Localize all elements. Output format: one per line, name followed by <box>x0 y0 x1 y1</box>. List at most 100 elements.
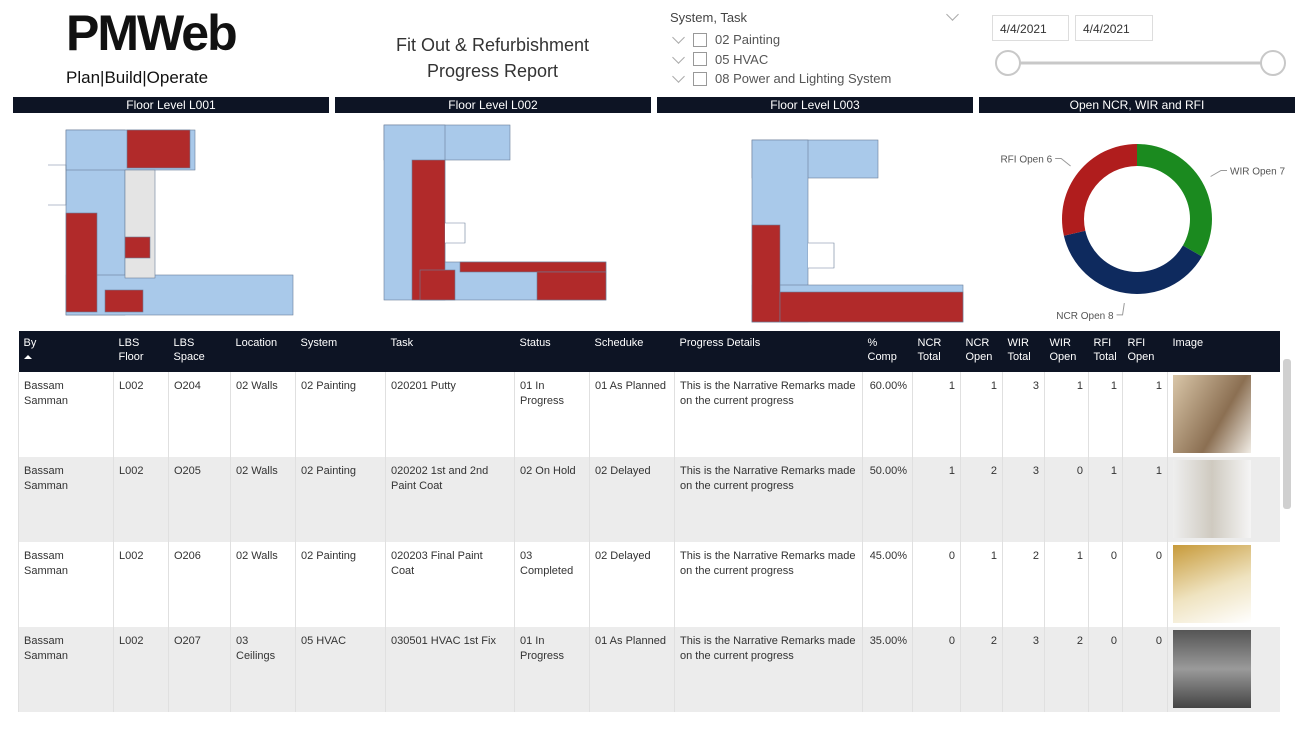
slicer-item[interactable]: 05 HVAC <box>670 50 965 70</box>
column-header[interactable]: Task <box>385 331 515 372</box>
column-header[interactable]: Scheduke <box>589 331 675 372</box>
table-cell: 1 <box>912 372 961 457</box>
column-header[interactable]: Progress Details <box>674 331 863 372</box>
slicer-item[interactable]: 02 Painting <box>670 30 965 50</box>
table-cell: 3 <box>1002 627 1045 712</box>
floor-plan <box>48 129 294 316</box>
column-header[interactable]: RFI Open <box>1122 331 1168 372</box>
checkbox[interactable] <box>693 52 707 67</box>
slider-handle[interactable] <box>1260 50 1286 76</box>
table-cell: 35.00% <box>862 627 913 712</box>
donut-segment <box>1062 144 1137 236</box>
start-date[interactable]: 4/4/2021 <box>992 15 1069 41</box>
column-header[interactable]: By <box>18 331 114 372</box>
table-cell: 2 <box>960 627 1003 712</box>
table-cell: O205 <box>168 457 231 542</box>
table-cell: 1 <box>960 372 1003 457</box>
table-cell: Bassam Samman <box>18 457 114 542</box>
panel-title: Open NCR, WIR and RFI <box>979 97 1295 113</box>
dropdown-chevron[interactable] <box>946 8 959 21</box>
table-cell: 02 Delayed <box>589 542 675 627</box>
column-header[interactable]: NCR Total <box>912 331 961 372</box>
slicer-item-label: 08 Power and Lighting System <box>715 71 892 87</box>
column-header[interactable]: Location <box>230 331 296 372</box>
table-cell: 020203 Final Paint Coat <box>385 542 515 627</box>
logo-name: PMWeb <box>66 5 238 61</box>
table-cell: 3 <box>1002 372 1045 457</box>
table-cell: 1 <box>1122 457 1168 542</box>
table-cell: 1 <box>1088 457 1123 542</box>
date-slider[interactable] <box>990 48 1290 80</box>
column-header[interactable]: % Comp <box>862 331 913 372</box>
floor-plan <box>383 124 607 301</box>
table-cell: 2 <box>960 457 1003 542</box>
panel-title: Floor Level L001 <box>13 97 329 113</box>
slicer-item[interactable]: 08 Power and Lighting System <box>670 69 965 89</box>
expand-chevron <box>672 70 685 84</box>
table-cell: 01 In Progress <box>514 372 590 457</box>
table-cell: This is the Narrative Remarks made on th… <box>674 627 863 712</box>
column-header[interactable]: LBS Space <box>168 331 231 372</box>
slicer-header[interactable]: System, Task <box>670 8 965 30</box>
floor-plan <box>751 139 964 323</box>
column-header[interactable]: Status <box>514 331 590 372</box>
table-cell: 1 <box>1044 542 1089 627</box>
table-cell: 1 <box>960 542 1003 627</box>
slicer-item-label: 05 HVAC <box>715 51 769 67</box>
table-cell: 0 <box>1088 627 1123 712</box>
table-cell: 05 HVAC <box>295 627 386 712</box>
label-value: 6 <box>1047 155 1053 166</box>
table-cell: 1 <box>1122 372 1168 457</box>
table-cell: 3 <box>1002 457 1045 542</box>
table-cell: L002 <box>113 542 169 627</box>
image-cell <box>1167 627 1280 712</box>
table-cell: L002 <box>113 627 169 712</box>
table-cell: Bassam Samman <box>18 627 114 712</box>
table-row: Bassam Samman L002 O206 02 Walls 02 Painting… <box>18 542 1280 627</box>
table-cell: 60.00% <box>862 372 913 457</box>
table-cell: 02 Painting <box>295 457 386 542</box>
table-cell: 0 <box>1044 457 1089 542</box>
logo: PMWeb Plan|Build|Operate <box>66 8 286 93</box>
table-cell: 03 Ceilings <box>230 627 296 712</box>
column-header[interactable]: System <box>295 331 386 372</box>
table-cell: 030501 HVAC 1st Fix <box>385 627 515 712</box>
column-header[interactable]: LBS Floor <box>113 331 169 372</box>
label-value: 8 <box>1108 311 1114 322</box>
progress-photo <box>1173 460 1251 538</box>
end-date[interactable]: 4/4/2021 <box>1075 15 1153 41</box>
panel-title: Floor Level L002 <box>335 97 651 113</box>
column-header[interactable]: Image <box>1167 331 1280 372</box>
slider-handle[interactable] <box>995 50 1021 76</box>
table-cell: 1 <box>912 457 961 542</box>
table-cell: L002 <box>113 457 169 542</box>
table-cell: L002 <box>113 372 169 457</box>
header-row: By LBS Floor LBS Space Location System Task St… <box>18 331 1280 372</box>
checkbox[interactable] <box>693 32 707 47</box>
image-cell <box>1167 542 1280 627</box>
donut-segment <box>1063 230 1202 294</box>
data-label: WIR Open 7 <box>1230 167 1285 178</box>
column-header[interactable]: WIR Open <box>1044 331 1089 372</box>
checkbox[interactable] <box>693 71 707 86</box>
column-header[interactable]: WIR Total <box>1002 331 1045 372</box>
table-cell: 03 Completed <box>514 542 590 627</box>
panel-title: Floor Level L003 <box>657 97 973 113</box>
table-cell: 020202 1st and 2nd Paint Coat <box>385 457 515 542</box>
table-cell: 1 <box>1044 372 1089 457</box>
table-cell: 020201 Putty <box>385 372 515 457</box>
table-cell: 02 On Hold <box>514 457 590 542</box>
slicer[interactable]: System, Task 02 Painting 05 HVAC 08 Power … <box>670 8 965 89</box>
column-header[interactable]: RFI Total <box>1088 331 1123 372</box>
donut-chart: WIR Open 7 NCR Open 8 RFI Open 6 <box>1000 144 1285 322</box>
expand-chevron <box>672 50 685 64</box>
scrollbar[interactable] <box>1281 337 1293 707</box>
floor-plans <box>48 124 964 323</box>
column-header[interactable]: NCR Open <box>960 331 1003 372</box>
slicer-items: 02 Painting 05 HVAC 08 Power and Lighting … <box>670 30 965 89</box>
slicer-label: System, Task <box>670 10 748 25</box>
image-cell <box>1167 372 1280 457</box>
table-cell: 02 Painting <box>295 372 386 457</box>
label-category: WIR Open <box>1230 167 1277 178</box>
scroll-thumb[interactable] <box>1283 359 1291 509</box>
